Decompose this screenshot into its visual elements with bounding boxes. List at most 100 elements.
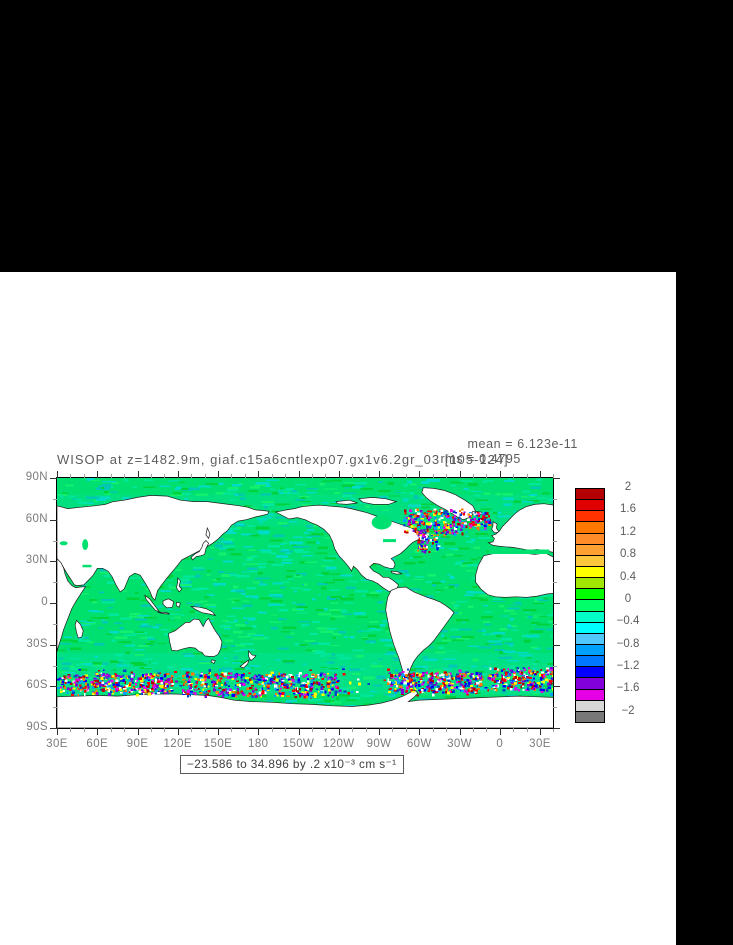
world-map-svg [57,478,553,728]
x-axis-tick [540,471,541,478]
x-axis-tick [338,471,340,478]
colorbar-cell [576,655,604,667]
x-tick-label: 150E [203,738,233,750]
colorbar-tick-label: 0 [624,592,632,605]
x-axis-tick [419,728,421,735]
colorbar-tick-label: −2 [621,704,635,717]
map-frame [57,478,553,728]
colorbar-tick-label: −1.2 [616,660,640,673]
x-axis-tick [553,474,555,478]
y-axis-tick [53,540,57,542]
x-axis-tick [70,728,72,732]
y-axis-tick [553,561,560,563]
colorbar-cell [576,710,604,722]
x-axis-tick [338,728,340,735]
x-axis-tick [379,471,380,478]
colorbar-cell [576,543,604,555]
x-axis-tick [258,471,260,478]
lake-layer [59,515,550,568]
x-tick-label: 90E [126,738,149,750]
x-axis-tick [244,474,246,478]
x-axis-tick [231,474,233,478]
y-axis-tick [50,561,57,563]
y-tick-label: 60S [26,679,48,692]
x-axis-tick [553,728,555,732]
colorbar-tick-label: 2 [624,481,632,493]
y-tick-label: 90N [25,471,48,483]
colorbar-cell [576,599,604,611]
y-axis-tick [553,623,557,625]
x-axis-tick [405,474,407,478]
x-axis-tick [419,471,421,478]
x-axis-tick [325,474,327,478]
colorbar-cell [576,554,604,566]
colorbar-cell [576,510,604,522]
x-axis-tick [285,728,287,732]
x-axis-tick [244,728,246,732]
x-axis-tick [352,728,354,732]
x-axis-tick [365,474,367,478]
colorbar-tick-label: −1.6 [616,682,640,695]
x-axis-tick [365,728,367,732]
colorbar-tick-label: 0.4 [620,570,636,583]
x-tick-label: 120W [322,738,355,750]
colorbar-cell [576,688,604,700]
x-axis-tick [325,728,327,732]
y-axis-tick [53,498,57,500]
x-axis-tick [271,728,273,732]
x-axis-tick [97,471,99,478]
x-axis-tick [446,728,448,732]
colorbar-cell [576,610,604,622]
x-axis-tick [204,728,206,732]
colorbar-cell [576,588,604,600]
x-axis-tick [526,728,528,732]
x-axis-tick [70,474,72,478]
y-axis-tick [50,478,57,479]
y-tick-label: 30S [26,637,48,650]
y-axis-tick [50,686,57,688]
y-axis-tick [553,498,557,500]
colorbar-cell [576,577,604,589]
x-tick-label: 60W [406,738,432,750]
x-axis-tick [526,474,528,478]
y-axis-tick [553,540,557,542]
x-axis-tick [472,728,474,732]
speckle-layer [57,508,553,699]
x-axis-tick [191,474,193,478]
colorbar-tick-label: −0.8 [616,637,640,650]
x-axis-tick [459,471,461,478]
y-axis-tick [553,707,557,709]
y-axis-tick [553,686,560,688]
x-axis-tick [150,728,152,732]
colorbar-cell [576,489,604,500]
colorbar-tick-label: 1.6 [620,503,636,516]
x-axis-tick [446,474,448,478]
y-axis-tick [50,603,57,604]
x-axis-tick [124,474,126,478]
y-axis-tick [553,582,557,584]
x-axis-tick [218,728,219,735]
x-axis-tick [83,474,85,478]
x-axis-tick [124,728,126,732]
colorbar-tick-label: 0.8 [620,548,636,561]
x-axis-tick [110,474,112,478]
colorbar-cell [576,532,604,544]
y-axis-tick [53,665,57,667]
x-axis-tick [486,474,488,478]
colorbar-cell [576,521,604,533]
x-tick-label: 30E [46,738,68,750]
colorbar-cell [576,677,604,689]
x-axis-tick [459,728,461,735]
colorbar-tick-label: −0.4 [616,615,640,628]
x-axis-tick [513,474,515,478]
x-axis-tick [177,728,179,735]
x-tick-label: 180 [248,738,269,750]
x-axis-tick [379,728,380,735]
x-axis-tick [298,728,300,735]
y-axis-tick [53,623,57,625]
x-tick-label: 120E [163,738,192,750]
y-tick-label: 30N [25,554,48,567]
y-axis-tick [53,707,57,709]
y-tick-label: 60N [25,512,48,525]
